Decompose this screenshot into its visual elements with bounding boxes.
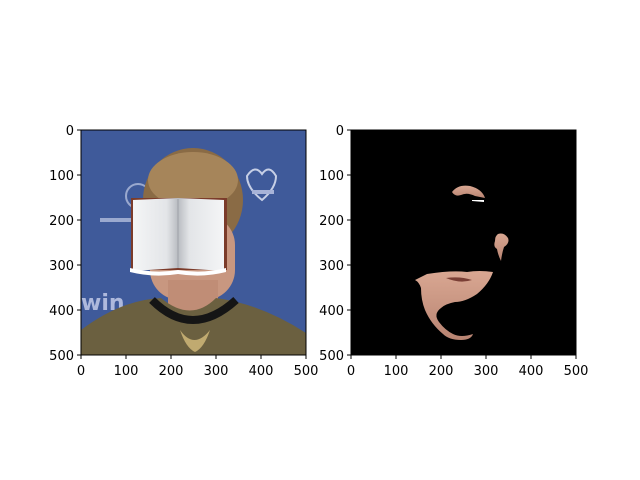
left-y-tick-label: 200 bbox=[49, 214, 74, 229]
right-y-tick-label: 0 bbox=[336, 124, 344, 139]
right-y-tick-label: 200 bbox=[319, 214, 344, 229]
left-x-tick-label: 300 bbox=[204, 364, 229, 379]
left-y-tick-label: 100 bbox=[49, 169, 74, 184]
right-image bbox=[351, 130, 576, 355]
left-x-tick-label: 400 bbox=[249, 364, 274, 379]
right-x-tick-labels: 0 100 200 300 400 500 bbox=[347, 364, 589, 379]
right-x-tick-label: 300 bbox=[474, 364, 499, 379]
left-image: win bbox=[81, 130, 306, 355]
left-y-tick-label: 300 bbox=[49, 259, 74, 274]
right-y-tick-label: 300 bbox=[319, 259, 344, 274]
left-y-tick-labels: 0 100 200 300 400 500 bbox=[49, 124, 74, 364]
right-x-tick-label: 100 bbox=[384, 364, 409, 379]
left-x-tick-label: 0 bbox=[77, 364, 85, 379]
tick-marks bbox=[77, 129, 577, 359]
left-y-tick-label: 500 bbox=[49, 349, 74, 364]
left-y-tick-label: 0 bbox=[66, 124, 74, 139]
right-y-tick-label: 500 bbox=[319, 349, 344, 364]
right-x-tick-label: 200 bbox=[429, 364, 454, 379]
left-x-tick-label: 200 bbox=[159, 364, 184, 379]
left-x-tick-label: 500 bbox=[294, 364, 319, 379]
right-x-tick-label: 400 bbox=[519, 364, 544, 379]
left-x-tick-labels: 0 100 200 300 400 500 bbox=[77, 364, 319, 379]
right-y-tick-label: 400 bbox=[319, 304, 344, 319]
left-x-tick-label: 100 bbox=[114, 364, 139, 379]
right-axes-frame bbox=[350, 129, 577, 356]
right-x-tick-label: 0 bbox=[347, 364, 355, 379]
right-x-tick-label: 500 bbox=[564, 364, 589, 379]
left-y-tick-label: 400 bbox=[49, 304, 74, 319]
right-y-tick-label: 100 bbox=[319, 169, 344, 184]
right-y-tick-labels: 0 100 200 300 400 500 bbox=[319, 124, 344, 364]
left-axes-frame bbox=[80, 129, 307, 356]
